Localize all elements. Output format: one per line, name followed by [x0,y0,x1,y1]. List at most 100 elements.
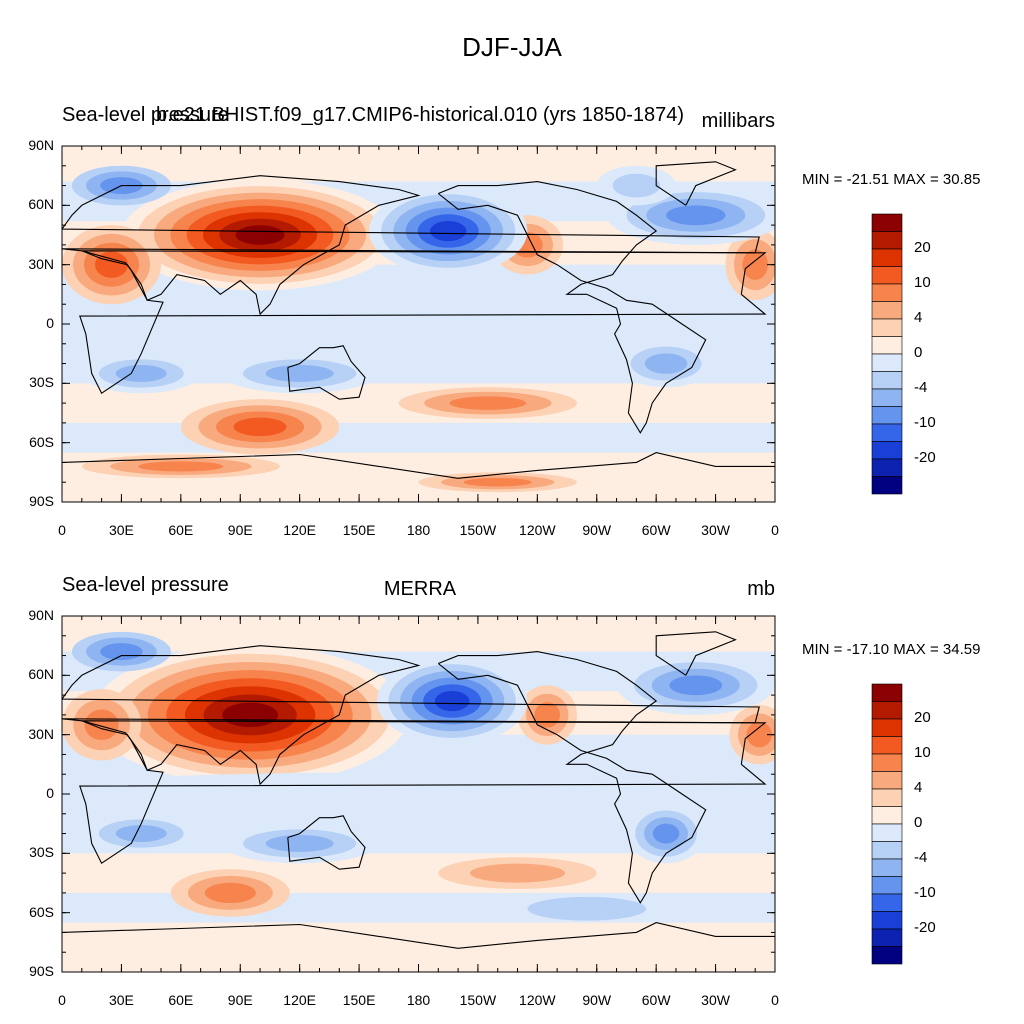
y-tick-label: 60N [28,666,54,683]
x-tick-label: 120E [283,522,316,538]
field-contour [612,173,661,198]
field-contour [100,643,143,661]
x-tick-label: 0 [58,992,66,1008]
coastline [62,922,775,949]
x-tick-label: 150W [459,522,497,538]
panel2-minmax: MIN = -17.10 MAX = 34.59 [802,641,981,658]
field-band [62,922,775,972]
colorbar-box [871,753,903,772]
colorbar-label: -4 [914,849,928,866]
field-contour [115,364,167,382]
x-tick-label: 0 [771,992,779,1008]
field-contour [449,396,527,410]
colorbar-label: -10 [914,414,936,431]
field-contour [204,882,256,904]
colorbar-box [871,858,903,877]
colorbar-label: 10 [914,274,931,291]
y-tick-label: 60S [29,433,54,450]
coastline [655,631,737,676]
y-tick-label: 90S [29,963,54,979]
x-tick-label: 60E [168,522,194,538]
colorbar-box [871,406,903,425]
colorbar-box [871,841,903,860]
field-contour [527,896,647,921]
y-tick-label: 30N [28,255,54,272]
colorbar-box [871,946,903,965]
field-contour [81,772,756,796]
colorbar-box [871,231,903,250]
coastline [79,250,767,395]
y-tick-label: 60S [29,903,54,920]
x-tick-label: 90W [582,522,612,538]
coastline [62,452,775,479]
field-contour [652,823,680,844]
x-tick-label: 60E [168,992,194,1008]
panel2-center-title: MERRA [383,578,457,600]
colorbar-box [871,213,903,232]
x-tick-label: 60W [641,992,671,1008]
coastline [79,720,767,865]
colorbar-box [871,911,903,930]
field-contour [534,702,560,728]
colorbar-label: 0 [914,344,923,361]
x-tick-label: 90E [227,992,253,1008]
colorbar-label: 4 [914,779,923,796]
field-contour [669,675,723,696]
colorbar-box [871,388,903,407]
coastline [437,651,707,904]
panel1-units: millibars [701,110,775,132]
x-tick-label: 90W [582,992,612,1008]
x-tick-label: 120E [283,992,316,1008]
colorbar-box [871,353,903,372]
colorbar-label: -20 [914,449,936,466]
colorbar-box [871,336,903,355]
coastline [287,345,366,400]
panel1-left-title: Sea-level pressure [62,104,229,126]
field-contour [463,477,532,487]
colorbar-box [871,718,903,737]
x-tick-label: 180 [406,522,431,538]
colorbar-box [871,248,903,267]
y-tick-label: 30S [29,844,54,861]
colorbar-box [871,301,903,320]
colorbar-box [871,423,903,442]
x-tick-label: 60W [641,522,671,538]
field-contour [742,249,768,280]
coastline [62,645,760,786]
x-tick-label: 90E [227,522,253,538]
colorbar-box [871,476,903,495]
field-contour [81,302,756,326]
colorbar-box [871,736,903,755]
y-tick-label: 90N [28,607,54,623]
field-contour [666,205,726,226]
field-contour [84,709,119,741]
colorbar-box [871,788,903,807]
field-contour [138,461,224,472]
field-contour [222,702,279,728]
x-tick-label: 180 [406,992,431,1008]
y-tick-label: 30S [29,374,54,391]
colorbar-box [871,441,903,460]
coastline [655,161,737,206]
field-contour [235,225,285,245]
colorbar-box [871,683,903,702]
colorbar-box [871,893,903,912]
x-tick-label: 30E [108,522,134,538]
x-tick-label: 120W [519,992,556,1008]
y-tick-label: 60N [28,196,54,213]
colorbar-label: -10 [914,884,936,901]
colorbar-label: 4 [914,309,923,326]
x-tick-label: 30W [701,992,730,1008]
field-contour [644,353,688,374]
x-tick-label: 30E [108,992,134,1008]
colorbar-box [871,876,903,895]
coastline [287,815,366,870]
field-contour [233,417,287,437]
panel1-minmax: MIN = -21.51 MAX = 30.85 [802,171,981,188]
y-tick-label: 90N [28,137,54,153]
coastline [62,175,760,316]
x-tick-label: 0 [58,522,66,538]
panel2-field [62,616,775,972]
y-tick-label: 0 [46,785,54,801]
